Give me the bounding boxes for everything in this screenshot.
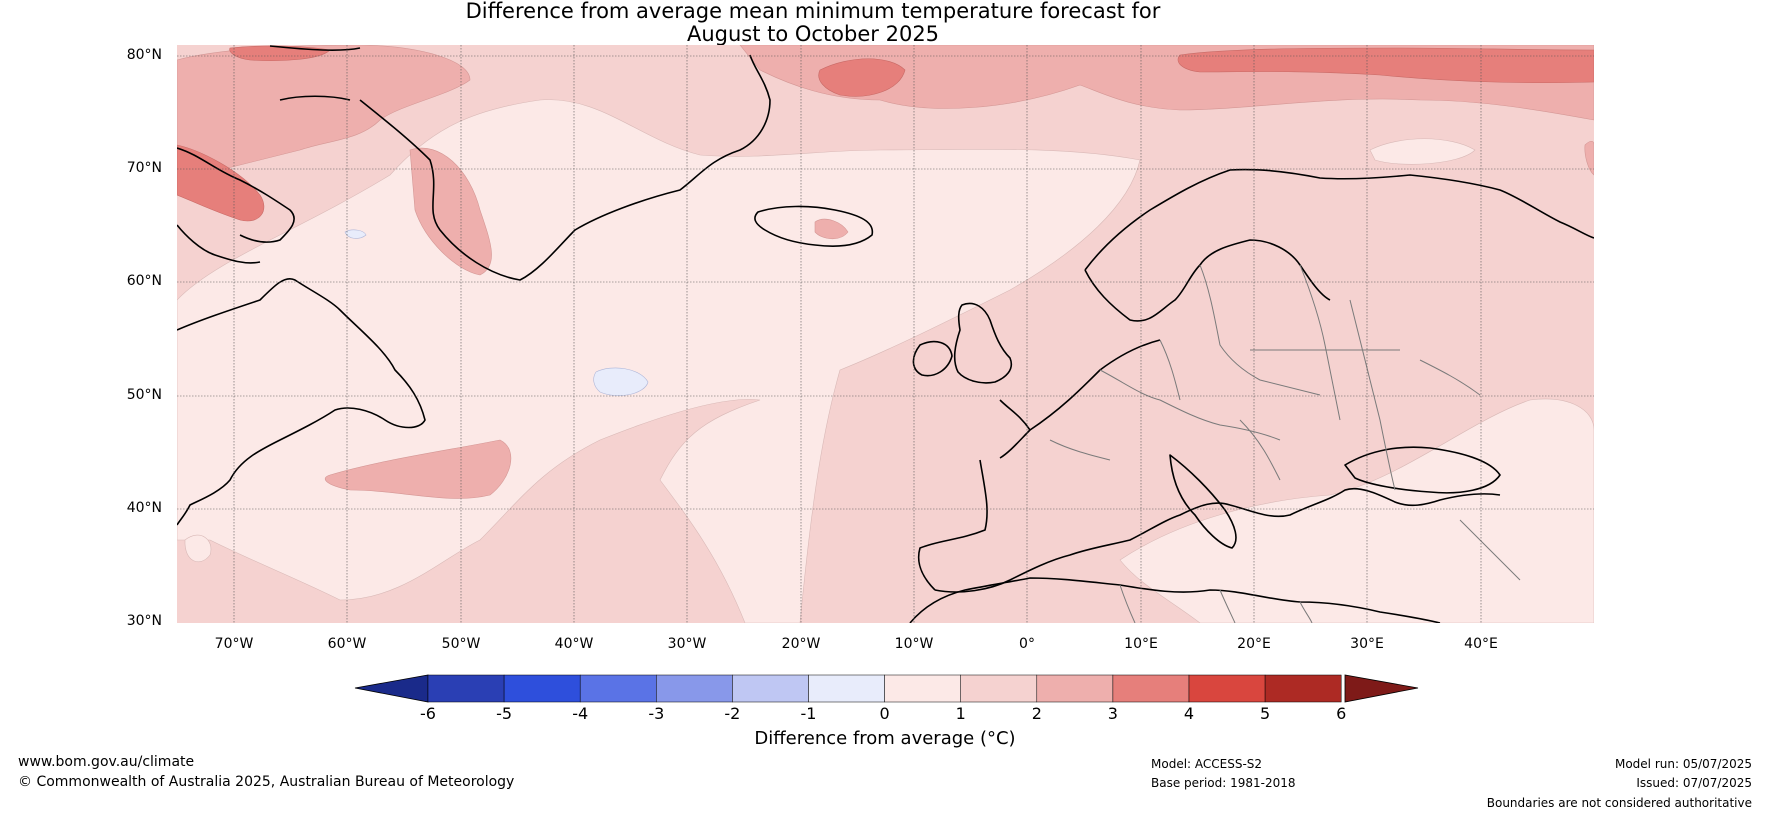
map-title-line2: August to October 2025 (686, 22, 940, 46)
footer-base-period: Base period: 1981-2018 (1151, 776, 1296, 790)
anomaly-band-2-3 (814, 218, 849, 240)
anomaly-band-minus1-0 (593, 367, 649, 396)
lon-label-40e: 40°E (1464, 636, 1498, 652)
colorbar-swatch (732, 674, 809, 703)
colorbar-swatch (656, 674, 733, 703)
baffin-coast (177, 147, 295, 264)
colorbar-tick-label: -3 (648, 704, 665, 723)
lon-label-60w: 60°W (327, 636, 367, 652)
africa-coast (909, 577, 1441, 623)
lon-label-20w: 20°W (781, 636, 821, 652)
colorbar-swatch (427, 674, 505, 703)
colorbar-tick-label: -6 (420, 704, 436, 723)
temperature-anomaly-field (177, 45, 1594, 623)
footer-issued: Issued: 07/07/2025 (1636, 776, 1752, 790)
anomaly-band-3-4 (1177, 47, 1594, 84)
lon-label-20e: 20°E (1237, 636, 1271, 652)
colorbar-swatch (808, 674, 885, 703)
footer-copyright: © Commonwealth of Australia 2025, Austra… (18, 774, 515, 790)
coastlines (177, 45, 1594, 623)
lon-label-50w: 50°W (441, 636, 481, 652)
colorbar-extend-min (354, 674, 429, 703)
anomaly-band-2-3 (1584, 140, 1594, 176)
lat-label-80n: 80°N (126, 47, 162, 63)
colorbar-swatch (1036, 674, 1114, 703)
colorbar-tick-label: 0 (879, 704, 890, 723)
anomaly-band-0-1 (1369, 138, 1476, 165)
colorbar-swatches (427, 674, 1342, 703)
colorbar-tick-label: 6 (1336, 704, 1347, 723)
anomaly-band-0-1 (1119, 398, 1594, 623)
anomaly-band-0-1 (184, 534, 212, 563)
footer-model: Model: ACCESS-S2 (1151, 757, 1263, 771)
british-isles-coast (912, 302, 1013, 384)
black-sea-coast (1344, 446, 1501, 494)
graticule (177, 45, 1594, 623)
anomaly-band-2-3 (409, 147, 492, 276)
lat-label-60n: 60°N (126, 273, 162, 289)
colorbar-tick-label: 4 (1183, 704, 1195, 723)
anomaly-band-minus1-0 (344, 229, 367, 239)
colorbar-extend-max (1344, 674, 1419, 703)
colorbar (354, 674, 1419, 703)
lon-label-30e: 30°E (1350, 636, 1384, 652)
colorbar-swatch (1188, 674, 1266, 703)
anomaly-band-3-4 (177, 144, 265, 222)
lon-label-10e: 10°E (1124, 636, 1158, 652)
europe-coast (917, 339, 1501, 593)
footer-website: www.bom.gov.au/climate (18, 754, 195, 770)
lat-label-50n: 50°N (126, 387, 162, 403)
country-borders (1049, 264, 1521, 623)
lon-label-40w: 40°W (554, 636, 594, 652)
colorbar-swatch (884, 674, 961, 703)
colorbar-swatch (503, 674, 581, 703)
lon-label-30w: 30°W (667, 636, 707, 652)
colorbar-swatch (1264, 674, 1342, 703)
footer-disclaimer: Boundaries are not considered authoritat… (1486, 796, 1752, 810)
lat-label-30n: 30°N (126, 613, 162, 629)
anomaly-band-2-3 (325, 439, 512, 499)
colorbar-tick-label: 3 (1107, 704, 1118, 723)
labrador-coast (177, 278, 426, 526)
colorbar-tick-label: -4 (572, 704, 589, 723)
lat-label-70n: 70°N (126, 160, 162, 176)
greenland-coast (269, 45, 771, 281)
colorbar-tick-label: -5 (496, 704, 513, 723)
colorbar-tick-label: 1 (955, 704, 966, 723)
colorbar-swatch (579, 674, 657, 703)
colorbar-tick-label: 5 (1260, 704, 1271, 723)
colorbar-tick-label: -2 (724, 704, 741, 723)
colorbar-tick-label: -1 (800, 704, 817, 723)
map-title-line1: Difference from average mean minimum tem… (465, 0, 1161, 23)
anomaly-band-3-4 (818, 58, 906, 97)
lon-label-0: 0° (1019, 636, 1035, 652)
iceland-coast (754, 205, 874, 247)
lat-label-40n: 40°N (126, 500, 162, 516)
colorbar-swatch (1112, 674, 1190, 703)
colorbar-tick-label: 2 (1031, 704, 1042, 723)
lon-label-70w: 70°W (214, 636, 254, 652)
footer-model-run: Model run: 05/07/2025 (1614, 757, 1752, 771)
italy-coast (1169, 454, 1237, 549)
lon-label-10w: 10°W (894, 636, 934, 652)
colorbar-swatch (960, 674, 1038, 703)
colorbar-label: Difference from average (°C) (754, 728, 1016, 749)
